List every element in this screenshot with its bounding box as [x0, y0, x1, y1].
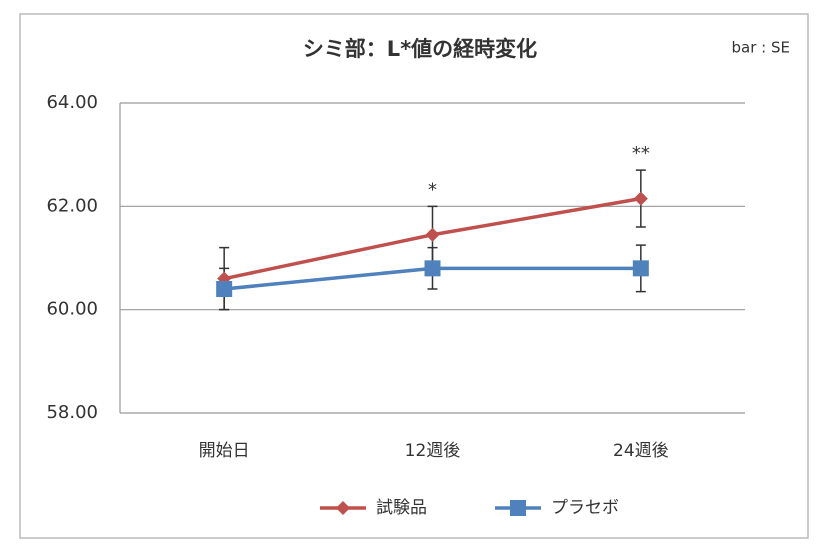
legend-marker — [510, 500, 526, 516]
x-tick-label: 開始日 — [199, 441, 250, 461]
y-tick-label: 62.00 — [46, 195, 98, 216]
marker — [425, 227, 440, 242]
y-tick-label: 60.00 — [46, 299, 98, 320]
marker — [633, 191, 648, 206]
y-tick-label: 64.00 — [46, 92, 98, 113]
legend-marker — [336, 501, 350, 515]
legend-label: 試験品 — [376, 498, 427, 518]
marker — [632, 260, 649, 277]
x-tick-label: 12週後 — [405, 441, 461, 461]
marker — [424, 260, 441, 277]
legend-label: プラセボ — [551, 498, 619, 518]
significance-label: * — [428, 179, 437, 200]
marker — [216, 281, 233, 297]
x-tick-label: 24週後 — [613, 441, 669, 461]
significance-label: ** — [632, 143, 650, 164]
chart-title: シミ部：L*値の経時変化 — [303, 37, 537, 61]
chart-frame — [19, 13, 809, 539]
y-tick-label: 58.00 — [46, 402, 98, 423]
note: bar : SE — [732, 39, 790, 57]
